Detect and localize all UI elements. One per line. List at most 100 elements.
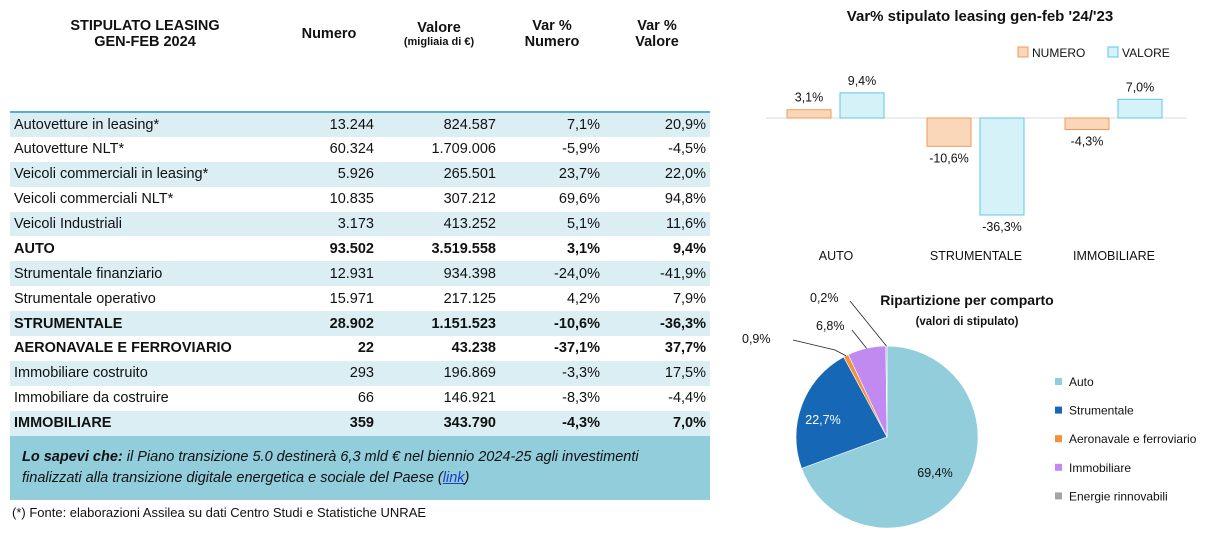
row-label: Immobiliare costruito bbox=[10, 360, 280, 386]
table-row: AERONAVALE E FERROVIARIO 22 43.238 -37,1% 37… bbox=[10, 336, 710, 361]
note-tail: ) bbox=[464, 470, 470, 486]
pie-chart-subtitle: (valori di stipulato) bbox=[916, 316, 1019, 328]
bar-data-label: 9,4% bbox=[848, 74, 877, 88]
row-numero: 66 bbox=[357, 390, 374, 407]
source-note: (*) Fonte: elaborazioni Assilea su dati … bbox=[12, 505, 427, 520]
row-var-valore: 22,0% bbox=[604, 161, 710, 187]
note-text: il Piano transizione 5.0 destinerà 6,3 m… bbox=[22, 449, 639, 486]
row-numero: 28.902 bbox=[280, 311, 378, 337]
row-label: AERONAVALE E FERROVIARIO bbox=[14, 340, 232, 357]
pie-legend-swatch bbox=[1055, 378, 1062, 385]
pie-legend-label: Energie rinnovabili bbox=[1069, 489, 1168, 503]
row-numero: 5.926 bbox=[280, 161, 378, 187]
row-var-valore: -4,5% bbox=[668, 141, 706, 158]
row-valore: 1.151.523 bbox=[378, 311, 500, 337]
table-row: Immobiliare costruito 293 196.869 -3,3% 17,5… bbox=[10, 360, 710, 386]
row-label: STRUMENTALE bbox=[10, 311, 280, 337]
bar-category-label: IMMOBILIARE bbox=[1073, 249, 1155, 263]
info-note: Lo sapevi che: il Piano transizione 5.0 … bbox=[10, 436, 710, 500]
row-var-numero: 23,7% bbox=[500, 161, 604, 187]
row-var-valore: -4,4% bbox=[668, 390, 706, 407]
row-valore: 146.921 bbox=[443, 390, 496, 407]
pie-legend-label: Strumentale bbox=[1069, 404, 1134, 418]
row-var-numero: 3,1% bbox=[566, 240, 600, 257]
bar-data-label: -36,3% bbox=[982, 220, 1022, 234]
row-var-numero: -24,0% bbox=[500, 261, 604, 287]
row-var-numero: -5,9% bbox=[562, 141, 600, 158]
row-var-numero: 7,1% bbox=[500, 112, 604, 137]
bar-valore-auto bbox=[839, 92, 885, 119]
row-numero: 293 bbox=[280, 360, 378, 386]
row-label: Immobiliare da costruire bbox=[14, 390, 169, 407]
table-row: Strumentale operativo 15.971 217.125 4,2% 7,… bbox=[10, 286, 710, 311]
pie-legend-swatch bbox=[1055, 406, 1062, 414]
pie-leader-line bbox=[851, 329, 867, 349]
row-var-numero: 69,6% bbox=[558, 191, 600, 208]
pie-slice-auto bbox=[801, 345, 979, 529]
row-label: Veicoli commerciali in leasing* bbox=[10, 161, 280, 187]
pie-slice-strumentale bbox=[795, 356, 888, 469]
header-category: STIPULATO LEASING GEN-FEB 2024 bbox=[70, 18, 220, 50]
row-numero: 13.244 bbox=[280, 112, 378, 137]
row-valore: 265.501 bbox=[378, 161, 500, 187]
row-valore: 1.709.006 bbox=[431, 141, 496, 158]
table-row: AUTO 93.502 3.519.558 3,1% 9,4% bbox=[10, 236, 710, 261]
bar-category-label: STRUMENTALE bbox=[930, 249, 1022, 263]
row-numero: 3.173 bbox=[280, 211, 378, 237]
pie-data-label: 69,4% bbox=[917, 466, 952, 480]
table-row: Veicoli commerciali NLT* 10.835 307.212 69,… bbox=[10, 187, 710, 212]
row-var-numero: -8,3% bbox=[562, 390, 600, 407]
row-valore: 824.587 bbox=[378, 112, 500, 137]
row-var-valore: 7,0% bbox=[604, 410, 710, 436]
row-label: IMMOBILIARE bbox=[10, 410, 280, 436]
legend-swatch-numero bbox=[1017, 46, 1029, 58]
table-header-row: STIPULATO LEASING GEN-FEB 2024 Numero Va… bbox=[10, 8, 710, 60]
pie-slice-energie-rinnovabili bbox=[885, 345, 888, 438]
pie-data-label: 0,9% bbox=[742, 332, 771, 346]
row-var-valore: -41,9% bbox=[604, 261, 710, 287]
row-numero: 22 bbox=[357, 340, 374, 357]
pie-data-label: 6,8% bbox=[816, 319, 845, 333]
row-valore: 307.212 bbox=[443, 191, 496, 208]
legend-label-valore: VALORE bbox=[1122, 46, 1170, 60]
table-row: STRUMENTALE 28.902 1.151.523 -10,6% -36,3% bbox=[10, 311, 710, 337]
row-numero: 93.502 bbox=[329, 240, 374, 257]
row-valore: 3.519.558 bbox=[431, 240, 496, 257]
row-var-valore: 9,4% bbox=[672, 240, 706, 257]
header-divider bbox=[10, 60, 710, 113]
row-label: AUTO bbox=[14, 240, 55, 257]
note-link[interactable]: link bbox=[442, 470, 465, 486]
pie-legend-swatch bbox=[1055, 435, 1062, 443]
row-valore: 196.869 bbox=[378, 360, 500, 386]
header-valore: Valore (migliaia di €) bbox=[403, 20, 475, 48]
row-valore: 413.252 bbox=[378, 211, 500, 237]
bar-numero-auto bbox=[786, 109, 832, 119]
row-label: Veicoli Industriali bbox=[10, 211, 280, 237]
row-valore: 217.125 bbox=[443, 290, 496, 307]
row-var-numero: 5,1% bbox=[500, 211, 604, 237]
row-var-numero: -10,6% bbox=[500, 311, 604, 337]
row-label: Autovetture NLT* bbox=[14, 141, 125, 158]
pie-legend-swatch bbox=[1055, 463, 1062, 471]
row-label: Autovetture in leasing* bbox=[10, 112, 280, 137]
table-row: Autovetture NLT* 60.324 1.709.006 -5,9% -4,5… bbox=[10, 137, 710, 162]
table-row: IMMOBILIARE 359 343.790 -4,3% 7,0% bbox=[10, 410, 710, 436]
table-row: Veicoli commerciali in leasing* 5.926 265.… bbox=[10, 161, 710, 187]
bar-valore-strumentale bbox=[979, 117, 1025, 216]
row-numero: 359 bbox=[280, 410, 378, 436]
row-var-valore: -36,3% bbox=[604, 311, 710, 337]
row-var-valore: 94,8% bbox=[664, 191, 706, 208]
row-numero: 60.324 bbox=[329, 141, 374, 158]
row-label: Veicoli commerciali NLT* bbox=[14, 191, 174, 208]
row-valore: 343.790 bbox=[378, 410, 500, 436]
bar-numero-strumentale bbox=[926, 117, 972, 147]
row-var-numero: -37,1% bbox=[554, 340, 600, 357]
note-lead: Lo sapevi che: bbox=[22, 449, 123, 465]
bar-valore-immobiliare bbox=[1117, 98, 1163, 119]
pie-leader-line bbox=[849, 300, 887, 347]
row-label: Strumentale operativo bbox=[14, 290, 156, 307]
row-label: Strumentale finanziario bbox=[10, 261, 280, 287]
pie-data-label: 22,7% bbox=[805, 413, 840, 427]
row-var-valore: 37,7% bbox=[664, 340, 706, 357]
table-row: Veicoli Industriali 3.173 413.252 5,1% 11,6% bbox=[10, 211, 710, 237]
